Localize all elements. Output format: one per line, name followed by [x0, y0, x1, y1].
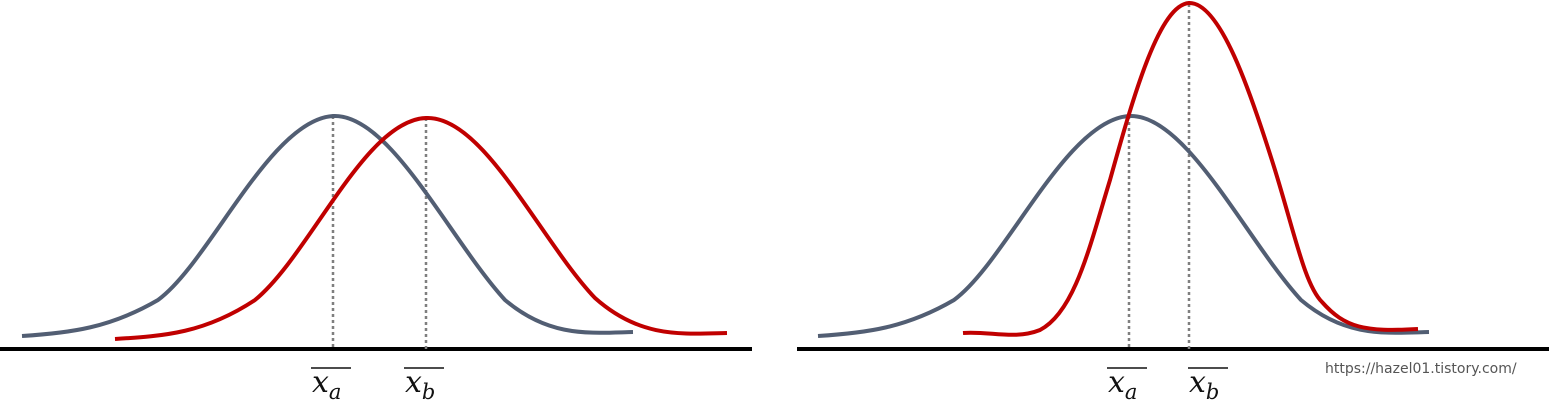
right-curve-a: [817, 113, 1430, 338]
left-label-b-sub: b: [422, 380, 435, 404]
left-curve-b: [114, 115, 728, 341]
right-label-b: xb: [1188, 365, 1228, 404]
watermark-text: https://hazel01.tistory.com/: [1325, 361, 1517, 377]
right-label-b-base: x: [1189, 365, 1206, 400]
right-label-a: xa: [1107, 365, 1147, 404]
left-label-b-base: x: [405, 365, 422, 400]
svg-text:xb: xb: [1189, 365, 1219, 404]
left-panel: xa xb: [0, 113, 752, 404]
svg-text:xb: xb: [405, 365, 435, 404]
left-label-a-base: x: [312, 365, 329, 400]
right-label-a-sub: a: [1125, 380, 1138, 404]
right-panel: xa xb https://hazel01.tistory.com/: [797, 0, 1549, 404]
right-label-b-sub: b: [1206, 380, 1219, 404]
right-label-a-base: x: [1108, 365, 1125, 400]
svg-text:xa: xa: [312, 365, 341, 404]
left-curve-a: [21, 113, 634, 338]
left-label-b: xb: [404, 365, 444, 404]
right-curve-b: [962, 0, 1419, 337]
left-label-a-sub: a: [329, 380, 342, 404]
left-label-a: xa: [311, 365, 351, 404]
svg-text:xa: xa: [1108, 365, 1137, 404]
